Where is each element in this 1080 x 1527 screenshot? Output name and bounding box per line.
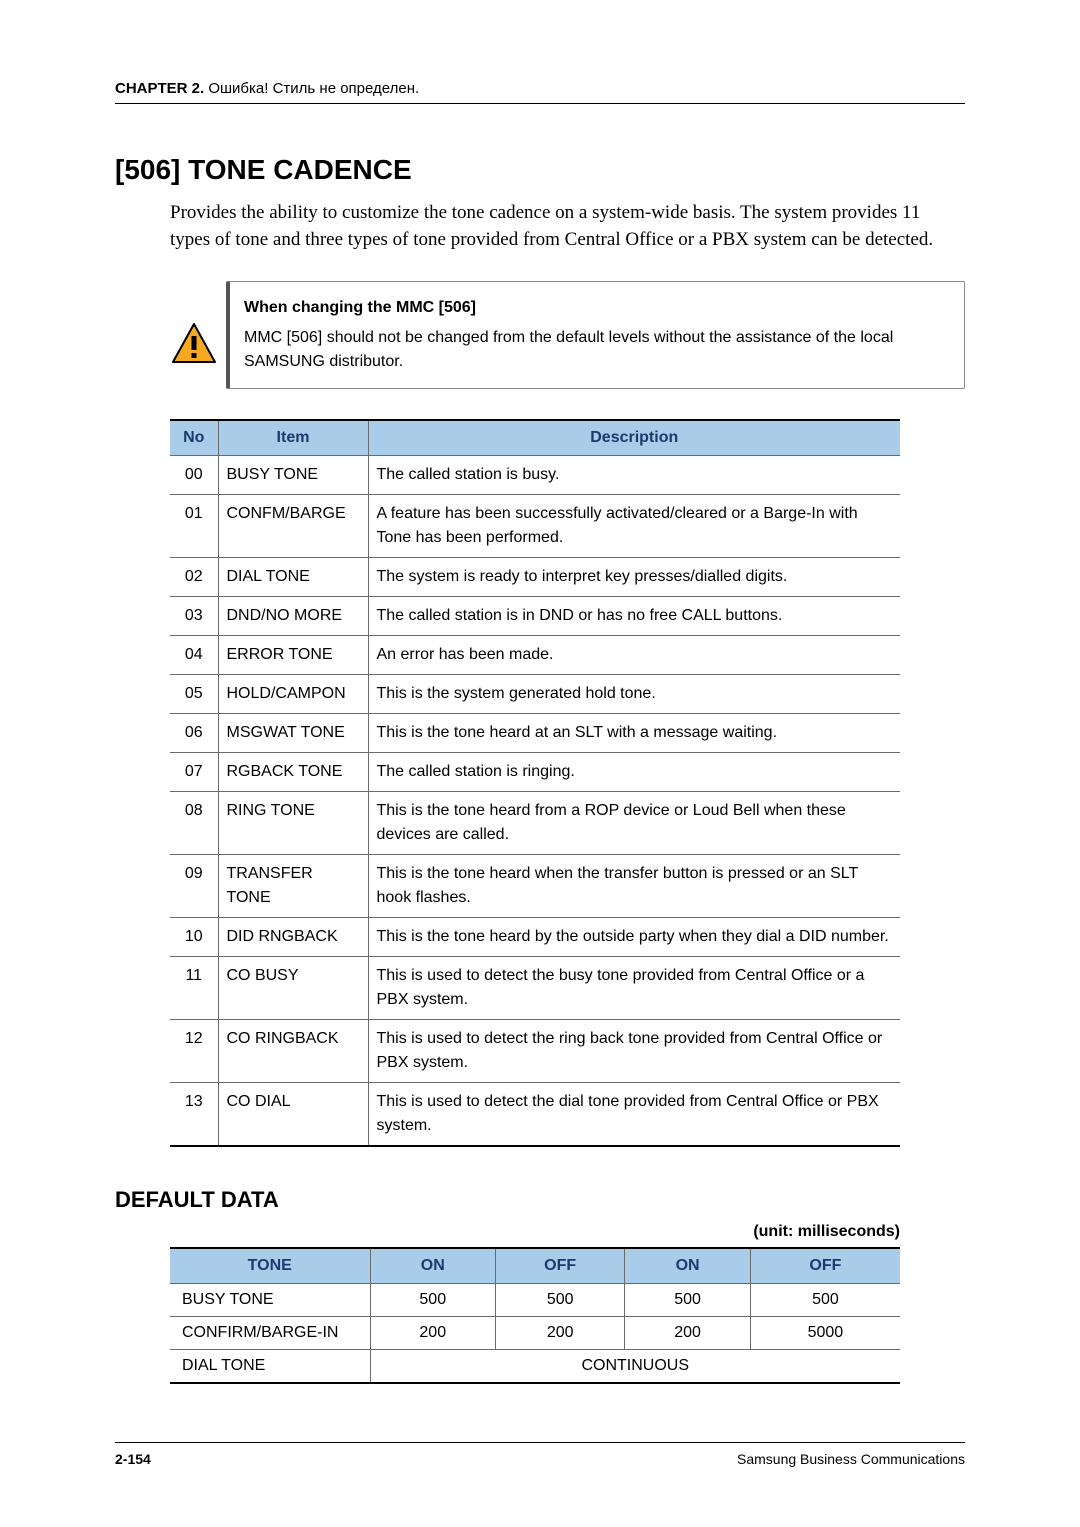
table-row: 06MSGWAT TONEThis is the tone heard at a… [170,714,900,753]
table-row: 11CO BUSYThis is used to detect the busy… [170,957,900,1020]
chapter-label: CHAPTER 2. [115,80,204,97]
cell-item: CO BUSY [218,957,368,1020]
tone-cadence-table: No Item Description 00BUSY TONEThe calle… [170,419,900,1147]
cell-on1: 200 [370,1317,496,1350]
cell-desc: The called station is ringing. [368,753,900,792]
cell-no: 02 [170,558,218,597]
cell-desc: The called station is in DND or has no f… [368,597,900,636]
cell-desc: The called station is busy. [368,456,900,495]
cell-item: DID RNGBACK [218,918,368,957]
cell-no: 04 [170,636,218,675]
table-row: BUSY TONE500500500500 [170,1284,900,1317]
cell-item: CO RINGBACK [218,1020,368,1083]
cell-no: 09 [170,855,218,918]
cell-no: 11 [170,957,218,1020]
table-row: DIAL TONECONTINUOUS [170,1350,900,1384]
cell-tone: CONFIRM/BARGE-IN [170,1317,370,1350]
col-no: No [170,420,218,456]
cell-item: RING TONE [218,792,368,855]
col-tone: TONE [170,1248,370,1284]
cell-off2: 500 [750,1284,900,1317]
table-row: CONFIRM/BARGE-IN2002002005000 [170,1317,900,1350]
cell-desc: This is used to detect the busy tone pro… [368,957,900,1020]
cell-item: CONFM/BARGE [218,495,368,558]
cell-desc: This is the system generated hold tone. [368,675,900,714]
default-data-table: TONE ON OFF ON OFF BUSY TONE500500500500… [170,1247,900,1384]
cell-on2: 200 [625,1317,751,1350]
cell-desc: This is used to detect the dial tone pro… [368,1083,900,1147]
cell-no: 05 [170,675,218,714]
cell-no: 00 [170,456,218,495]
table-row: 09TRANSFER TONEThis is the tone heard wh… [170,855,900,918]
table-row: 12CO RINGBACKThis is used to detect the … [170,1020,900,1083]
table-row: 01CONFM/BARGEA feature has been successf… [170,495,900,558]
cell-no: 08 [170,792,218,855]
table-row: 03DND/NO MOREThe called station is in DN… [170,597,900,636]
table-row: 07RGBACK TONEThe called station is ringi… [170,753,900,792]
cell-off1: 200 [496,1317,625,1350]
cell-continuous: CONTINUOUS [370,1350,900,1384]
section-intro: Provides the ability to customize the to… [170,200,965,253]
cell-item: BUSY TONE [218,456,368,495]
col-on1: ON [370,1248,496,1284]
cell-off1: 500 [496,1284,625,1317]
col-off2: OFF [750,1248,900,1284]
cell-no: 07 [170,753,218,792]
table-row: 02DIAL TONEThe system is ready to interp… [170,558,900,597]
cell-item: ERROR TONE [218,636,368,675]
col-off1: OFF [496,1248,625,1284]
cell-item: DND/NO MORE [218,597,368,636]
cell-item: MSGWAT TONE [218,714,368,753]
cell-tone: BUSY TONE [170,1284,370,1317]
table-header-row: No Item Description [170,420,900,456]
cell-no: 06 [170,714,218,753]
cell-item: CO DIAL [218,1083,368,1147]
cell-desc: This is the tone heard at an SLT with a … [368,714,900,753]
cell-tone: DIAL TONE [170,1350,370,1384]
cell-no: 10 [170,918,218,957]
cell-desc: This is used to detect the ring back ton… [368,1020,900,1083]
cell-no: 12 [170,1020,218,1083]
col-item: Item [218,420,368,456]
cell-no: 03 [170,597,218,636]
page-header: CHAPTER 2. Ошибка! Стиль не определен. [115,80,965,104]
page-number: 2-154 [115,1451,151,1467]
warning-icon [170,281,226,389]
table-row: 00BUSY TONEThe called station is busy. [170,456,900,495]
chapter-note: Ошибка! Стиль не определен. [204,80,419,97]
col-description: Description [368,420,900,456]
default-data-heading: DEFAULT DATA [115,1187,965,1213]
table-row: 04ERROR TONEAn error has been made. [170,636,900,675]
cell-desc: A feature has been successfully activate… [368,495,900,558]
callout-title: When changing the MMC [506] [244,296,946,320]
cell-on2: 500 [625,1284,751,1317]
footer-right: Samsung Business Communications [737,1451,965,1467]
cell-off2: 5000 [750,1317,900,1350]
cell-no: 13 [170,1083,218,1147]
table-row: 08RING TONEThis is the tone heard from a… [170,792,900,855]
warning-callout: When changing the MMC [506] MMC [506] sh… [170,281,965,389]
cell-desc: This is the tone heard by the outside pa… [368,918,900,957]
cell-on1: 500 [370,1284,496,1317]
page-footer: 2-154 Samsung Business Communications [115,1442,965,1467]
cell-desc: This is the tone heard when the transfer… [368,855,900,918]
unit-label: (unit: milliseconds) [170,1223,900,1241]
cell-desc: The system is ready to interpret key pre… [368,558,900,597]
table-header-row: TONE ON OFF ON OFF [170,1248,900,1284]
cell-desc: An error has been made. [368,636,900,675]
cell-item: DIAL TONE [218,558,368,597]
table-row: 10DID RNGBACKThis is the tone heard by t… [170,918,900,957]
table-row: 05HOLD/CAMPONThis is the system generate… [170,675,900,714]
cell-item: RGBACK TONE [218,753,368,792]
section-title: [506] TONE CADENCE [115,154,965,186]
cell-item: HOLD/CAMPON [218,675,368,714]
callout-body: MMC [506] should not be changed from the… [244,326,946,374]
cell-item: TRANSFER TONE [218,855,368,918]
table-row: 13CO DIALThis is used to detect the dial… [170,1083,900,1147]
cell-no: 01 [170,495,218,558]
cell-desc: This is the tone heard from a ROP device… [368,792,900,855]
col-on2: ON [625,1248,751,1284]
